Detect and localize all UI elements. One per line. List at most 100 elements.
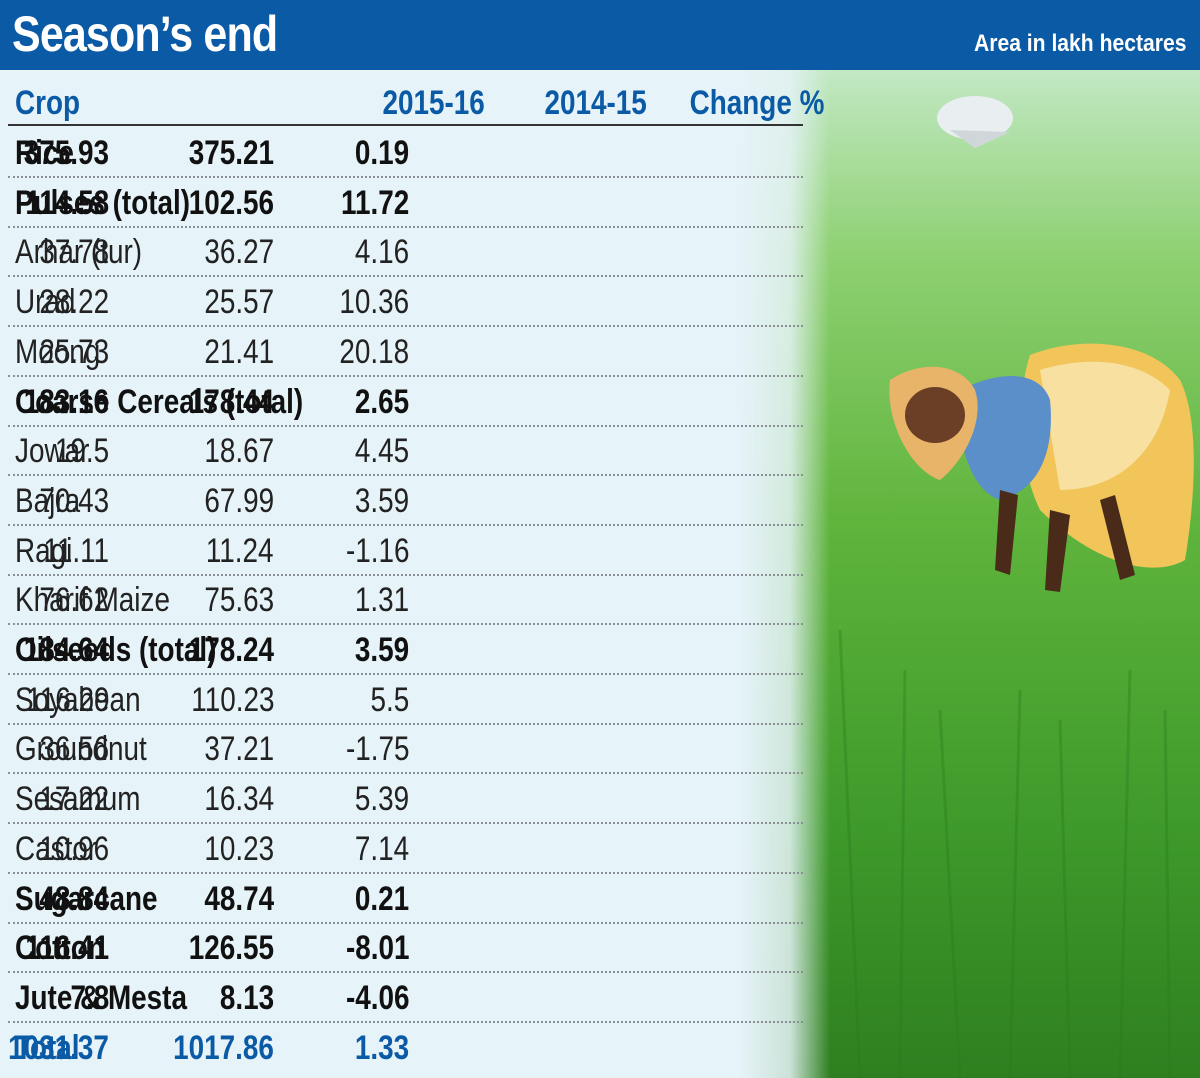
crop-cell: Moong	[15, 332, 101, 371]
value-2015-16-cell: 48.84	[39, 879, 109, 918]
value-2015-16-cell: 70.43	[39, 481, 109, 520]
value-2014-15-cell: 75.63	[204, 581, 274, 620]
table-row: Pulses (total) 114.58 102.56 11.72	[0, 178, 830, 228]
value-2014-15-cell: 126.55	[188, 929, 274, 968]
value-2014-15-cell: 11.24	[206, 531, 274, 570]
change-pct-cell: -1.75	[345, 730, 409, 769]
change-pct-cell: 2.65	[354, 382, 409, 421]
table-row: Groundnut 36.56 37.21 -1.75	[0, 724, 830, 775]
row-divider	[8, 673, 803, 675]
crop-cell: Rice	[15, 134, 74, 172]
change-pct-cell: -8.01	[345, 929, 409, 968]
value-2015-16-cell: 114.58	[25, 183, 109, 222]
value-2015-16-cell: 375.93	[23, 134, 109, 172]
table-row: Jowar 19.5 18.67 4.45	[0, 426, 830, 477]
row-divider	[8, 275, 803, 278]
crop-cell: Kharif Maize	[15, 581, 170, 620]
row-divider	[8, 474, 803, 477]
row-divider	[8, 772, 803, 775]
crop-cell: Total	[15, 1028, 80, 1067]
value-2014-15-cell: 37.21	[204, 730, 274, 769]
units-note: Area in lakh hectares	[973, 30, 1186, 57]
value-2015-16-cell: 10.96	[39, 829, 109, 868]
row-divider	[8, 523, 803, 526]
value-2014-15-cell: 178.44	[188, 382, 274, 421]
value-2015-16-cell: 116.29	[25, 680, 109, 719]
row-divider	[8, 971, 803, 974]
header-bar: Season’s end Area in lakh hectares	[0, 0, 1200, 70]
value-2015-16-cell: 183.16	[23, 382, 109, 421]
table-row: Soyabean 116.29 110.23 5.5	[0, 675, 830, 725]
change-pct-cell: 7.14	[354, 829, 409, 868]
value-2014-15-cell: 110.23	[190, 680, 274, 719]
crop-cell: Bajra	[15, 481, 81, 520]
table-row: Kharif Maize 76.62 75.63 1.31	[0, 575, 830, 626]
row-divider	[8, 176, 803, 178]
value-2014-15-cell: 21.41	[204, 332, 274, 371]
page-title: Season’s end	[12, 6, 278, 62]
row-divider	[8, 871, 803, 874]
table-row: Coarse Cereals (total) 183.16 178.44 2.65	[0, 377, 830, 427]
table-row: Rice 375.93 375.21 0.19	[0, 128, 830, 178]
crop-cell: Castor	[15, 829, 98, 868]
value-2015-16-cell: 184.64	[23, 631, 109, 669]
crop-cell: Oilseeds (total)	[15, 631, 217, 669]
value-2014-15-cell: 8.13	[219, 978, 274, 1017]
crop-cell: Jute & Mesta	[15, 978, 187, 1017]
table-row: Oilseeds (total) 184.64 178.24 3.59	[0, 625, 830, 675]
value-2015-16-cell: 28.22	[39, 283, 109, 322]
change-pct-cell: 10.36	[339, 283, 409, 322]
table-row: Moong 25.73 21.41 20.18	[0, 327, 830, 377]
value-2014-15-cell: 36.27	[204, 233, 274, 272]
table-row: Sugarcane 48.84 48.74 0.21	[0, 874, 830, 924]
change-pct-cell: 4.16	[354, 233, 409, 272]
value-2015-16-cell: 17.22	[39, 780, 109, 819]
col-header-crop: Crop	[15, 84, 81, 122]
value-2014-15-cell: 18.67	[204, 432, 274, 471]
value-2015-16-cell: 19.5	[54, 432, 109, 471]
col-header-2014-15: 2014-15	[544, 84, 647, 122]
change-pct-cell: 0.21	[354, 879, 409, 918]
total-row: Total 1031.37 1017.86 1.33	[0, 1023, 830, 1073]
table-row: Castor 10.96 10.23 7.14	[0, 824, 830, 874]
crop-cell: Urad	[15, 283, 76, 322]
value-2015-16-cell: 25.73	[39, 332, 109, 371]
table-row: Jute & Mesta 7.8 8.13 -4.06	[0, 973, 830, 1023]
value-2014-15-cell: 16.34	[204, 780, 274, 819]
header-rule	[8, 124, 803, 126]
change-pct-cell: -1.16	[345, 531, 409, 570]
row-divider	[8, 623, 803, 626]
value-2015-16-cell: 7.8	[70, 978, 109, 1017]
crop-cell: Ragi	[15, 531, 73, 570]
row-divider	[8, 822, 803, 825]
value-2015-16-cell: 1031.37	[8, 1028, 109, 1067]
change-pct-cell: 3.59	[354, 481, 409, 520]
value-2015-16-cell: 116.41	[25, 929, 109, 968]
change-pct-cell: 0.19	[354, 134, 409, 172]
crop-cell: Coarse Cereals (total)	[15, 382, 304, 421]
value-2015-16-cell: 76.62	[39, 581, 109, 620]
table-row: Cotton 116.41 126.55 -8.01	[0, 923, 830, 974]
change-pct-cell: 1.33	[354, 1028, 409, 1067]
col-header-2015-16: 2015-16	[382, 84, 485, 122]
crop-cell: Sesamum	[15, 780, 141, 819]
table-row: Sesamum 17.22 16.34 5.39	[0, 774, 830, 825]
col-header-change: Change %	[689, 84, 824, 122]
row-divider	[8, 573, 803, 576]
change-pct-cell: 4.45	[354, 432, 409, 471]
row-divider	[8, 424, 803, 427]
value-2014-15-cell: 10.23	[204, 829, 274, 868]
crop-cell: Groundnut	[15, 730, 147, 769]
crop-cell: Jowar	[15, 432, 90, 471]
value-2014-15-cell: 67.99	[204, 481, 274, 520]
table-row: Bajra 70.43 67.99 3.59	[0, 476, 830, 526]
crop-cell: Sugarcane	[15, 879, 158, 918]
change-pct-cell: 3.59	[354, 631, 409, 669]
farmer-illustration	[838, 96, 1194, 1078]
value-2014-15-cell: 25.57	[204, 283, 274, 322]
table-row: Arhar (tur) 37.78 36.27 4.16	[0, 227, 830, 278]
crop-cell: Soyabean	[15, 680, 141, 719]
value-2014-15-cell: 178.24	[188, 631, 274, 669]
table-row: Ragi 11.11 11.24 -1.16	[0, 526, 830, 576]
table-row: Urad 28.22 25.57 10.36	[0, 277, 830, 328]
